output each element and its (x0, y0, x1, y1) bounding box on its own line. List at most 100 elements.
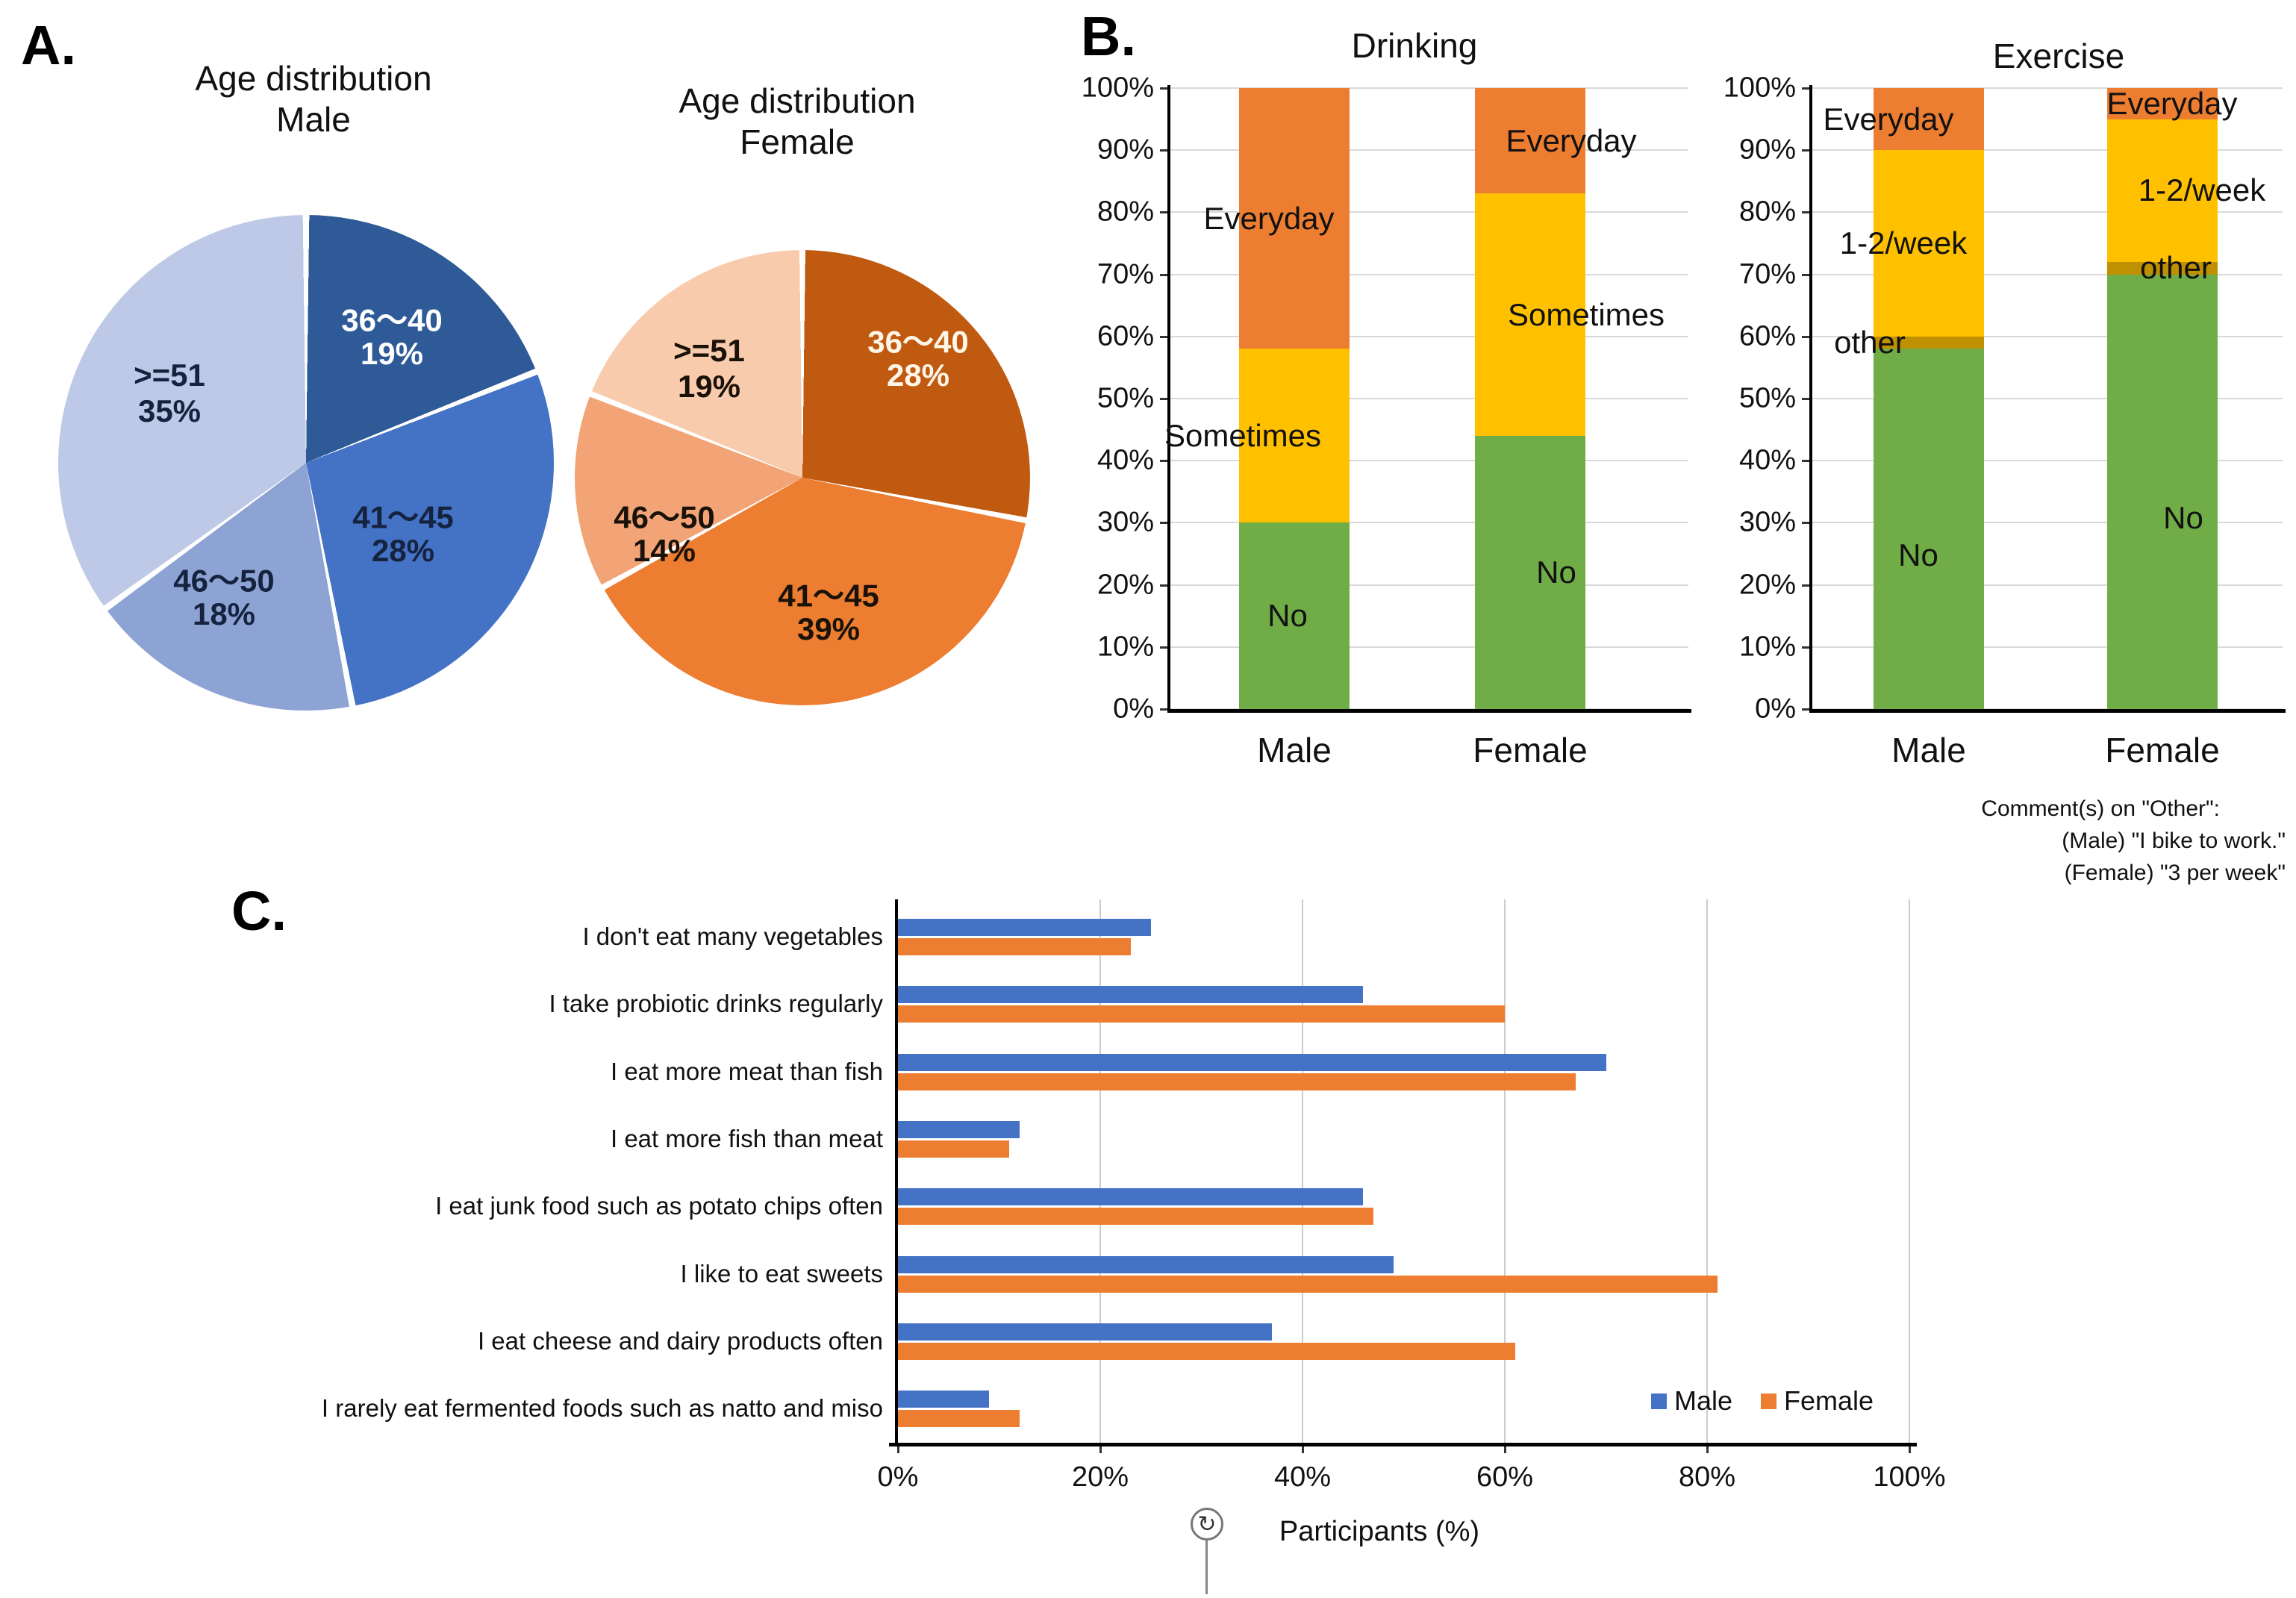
legend-item-male: Male (1651, 1385, 1732, 1417)
ytick-mark-exercise-100 (1802, 87, 1812, 90)
row-category-label: I eat cheese and dairy products often (477, 1327, 883, 1355)
xtick-label-diet-100: 100% (1873, 1461, 1946, 1493)
row-category-label: I eat more meat than fish (610, 1058, 883, 1085)
bar-drinking-female-Everyday (1475, 88, 1585, 194)
ytick-label-drinking-10: 10% (1096, 631, 1154, 663)
bar-diet-female-2 (898, 1073, 1576, 1090)
seg-label-exercise-female-other: other (2140, 250, 2212, 286)
xtick-mark-diet-60 (1504, 1443, 1506, 1453)
pie-female-title-line2: Female (740, 122, 855, 161)
seg-label-exercise-male-No: No (1898, 537, 1938, 572)
row-category-label: I eat more fish than meat (610, 1125, 883, 1152)
ytick-mark-exercise-70 (1802, 273, 1812, 276)
seg-label-drinking-female-Sometimes: Sometimes (1507, 296, 1665, 332)
ytick-label-drinking-100: 100% (1081, 72, 1154, 104)
ytick-label-exercise-70: 70% (1738, 258, 1796, 290)
pie-slice-label-age_female-1: 41〜45 (778, 578, 879, 614)
seg-label-drinking-male-Sometimes: Sometimes (1164, 417, 1322, 453)
bar-exercise-male-No (1874, 349, 1984, 709)
legend-male-label: Male (1674, 1385, 1733, 1416)
ytick-mark-exercise-20 (1802, 584, 1812, 587)
xtick-label-diet-60: 60% (1476, 1461, 1534, 1493)
gridline-diet-100 (1909, 899, 1910, 1443)
pie-slice-pct-age_female-0: 28% (886, 358, 950, 393)
ytick-mark-drinking-90 (1160, 149, 1170, 152)
seg-label-drinking-male-No: No (1267, 598, 1308, 634)
panel-a-label: A. (21, 14, 76, 76)
seg-label-exercise-male-other: other (1834, 325, 1906, 361)
pie-slice-pct-age_male-3: 35% (137, 393, 202, 428)
rotate-icon-glyph: ↻ (1197, 1511, 1217, 1537)
comment-line-2: (Male) "I bike to work." (2062, 828, 2286, 853)
gridline-drinking-100 (1170, 87, 1688, 89)
bar-diet-male-0 (898, 919, 1151, 936)
pie-slice-pct-age_male-2: 18% (192, 596, 256, 631)
bar-diet-female-4 (898, 1208, 1373, 1225)
pie-slice-pct-age_female-3: 19% (677, 369, 741, 404)
y-axis-exercise (1809, 85, 1812, 712)
ytick-label-exercise-30: 30% (1738, 506, 1796, 538)
ytick-mark-exercise-80 (1802, 211, 1812, 214)
pie-female-title: Age distribution Female (678, 81, 915, 163)
bar-exercise-male-1-2/week (1874, 150, 1984, 337)
pie-slice-pct-age_male-1: 28% (371, 533, 435, 568)
xtick-label-diet-80: 80% (1678, 1461, 1736, 1493)
bar-diet-male-6 (898, 1323, 1273, 1340)
bar-diet-female-1 (898, 1005, 1505, 1023)
xtick-mark-diet-0 (897, 1443, 899, 1453)
ytick-label-exercise-90: 90% (1738, 134, 1796, 166)
ytick-label-drinking-60: 60% (1096, 320, 1154, 352)
row-category-label: I like to eat sweets (680, 1260, 883, 1288)
ytick-label-drinking-0: 0% (1113, 693, 1154, 725)
bar-drinking-male-Everyday (1239, 88, 1350, 349)
ytick-label-drinking-30: 30% (1096, 506, 1154, 538)
gridline-exercise-40 (1812, 460, 2283, 462)
gridline-exercise-20 (1812, 584, 2283, 586)
ytick-label-drinking-50: 50% (1096, 382, 1154, 414)
legend-female-swatch (1761, 1393, 1777, 1409)
ytick-label-drinking-90: 90% (1096, 134, 1154, 166)
comment-line-1: Comment(s) on "Other": (1981, 796, 2220, 821)
bar-diet-male-4 (898, 1188, 1364, 1205)
legend: Male Female (1651, 1385, 1874, 1417)
xtick-label-diet-0: 0% (877, 1461, 919, 1493)
row-category-label: I don't eat many vegetables (582, 923, 883, 950)
bar-exercise-male-Everyday (1874, 88, 1984, 151)
ytick-label-drinking-20: 20% (1096, 569, 1154, 601)
ytick-mark-drinking-70 (1160, 273, 1170, 276)
xcat-label-drinking-female: Female (1473, 731, 1588, 770)
pie-slice-pct-age_female-1: 39% (796, 611, 861, 646)
ytick-mark-drinking-50 (1160, 398, 1170, 400)
panel-c-label: C. (231, 880, 287, 942)
rotate-icon-stem (1205, 1541, 1208, 1594)
ytick-mark-exercise-50 (1802, 398, 1812, 400)
ytick-mark-exercise-30 (1802, 522, 1812, 525)
ytick-mark-exercise-0 (1802, 708, 1812, 711)
xtick-mark-diet-40 (1302, 1443, 1304, 1453)
pie-slice-label-age_male-0: 36〜40 (341, 302, 443, 338)
gridline-drinking-20 (1170, 584, 1688, 586)
bar-diet-female-3 (898, 1140, 1010, 1158)
x-axis-diet (889, 1443, 1917, 1446)
xcat-label-exercise-female: Female (2105, 731, 2220, 770)
row-category-label: I eat junk food such as potato chips oft… (435, 1192, 883, 1220)
pie-male-title-line1: Age distribution (195, 59, 432, 98)
xcat-label-drinking-male: Male (1257, 731, 1332, 770)
gridline-exercise-50 (1812, 398, 2283, 399)
pie-slice-label-age_male-1: 41〜45 (352, 499, 454, 535)
ytick-mark-exercise-40 (1802, 460, 1812, 463)
gridline-exercise-10 (1812, 646, 2283, 648)
gridline-exercise-90 (1812, 149, 2283, 152)
ytick-mark-drinking-60 (1160, 335, 1170, 338)
ytick-label-exercise-40: 40% (1738, 444, 1796, 476)
bar-diet-male-5 (898, 1256, 1394, 1273)
ytick-mark-drinking-0 (1160, 708, 1170, 711)
pie-slice-label-age_male-2: 46〜50 (173, 563, 275, 599)
ytick-label-drinking-40: 40% (1096, 444, 1154, 476)
pie-chart-age-male (58, 215, 554, 711)
bar-diet-female-6 (898, 1343, 1515, 1360)
seg-label-exercise-female-No: No (2163, 499, 2203, 535)
gridline-diet-20 (1099, 899, 1101, 1443)
ytick-label-exercise-10: 10% (1738, 631, 1796, 663)
